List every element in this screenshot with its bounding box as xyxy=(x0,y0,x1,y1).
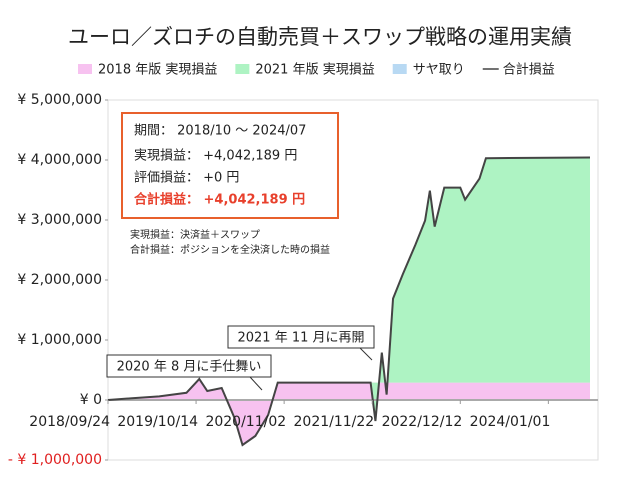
legend-swatch xyxy=(78,64,92,74)
plot-layer xyxy=(107,156,598,447)
y-tick-label: ¥ 4,000,000 xyxy=(17,152,102,168)
info-realized: 実現損益： +4,042,189 円 xyxy=(134,148,297,164)
legend-label: 2018 年版 実現損益 xyxy=(98,62,217,78)
annotation-box xyxy=(106,354,272,378)
legend-swatch xyxy=(235,64,250,74)
y-tick-label: - ¥ 1,000,000 xyxy=(8,452,102,468)
legend-label: 2021 年版 実現損益 xyxy=(255,62,374,78)
annotation-pointer xyxy=(249,376,263,391)
y-tick-label: ¥ 1,000,000 xyxy=(17,332,102,348)
x-tick-label: 2022/12/12 xyxy=(382,414,463,430)
annotation-pointer xyxy=(359,347,373,361)
x-tick-label: 2019/10/14 xyxy=(117,414,198,430)
info-period: 期間： 2018/10 〜 2024/07 xyxy=(134,124,306,139)
info-box xyxy=(121,112,339,219)
chart-title: ユーロ／ズロチの自動売買＋スワップ戦略の運用実績 xyxy=(68,25,572,49)
note: 合計損益：ポジションを全決済した時の損益 xyxy=(130,243,330,256)
legend-label: サヤ取り xyxy=(413,63,465,78)
info-total: 合計損益： +4,042,189 円 xyxy=(134,192,305,208)
x-tick-label: 2021/11/22 xyxy=(294,414,375,430)
annotation-box xyxy=(227,325,375,349)
area xyxy=(108,379,590,445)
note: 実現損益：決済益＋スワップ xyxy=(130,228,260,241)
legend-label: 合計損益 xyxy=(503,62,555,78)
y-tick-label: ¥ 5,000,000 xyxy=(17,92,102,108)
annotation: 2020 年 8 月に手仕舞い xyxy=(117,360,262,375)
y-tick-label: ¥ 0 xyxy=(80,392,102,408)
legend-swatch xyxy=(392,64,407,74)
total-line xyxy=(107,156,591,447)
x-tick-label: 2024/01/01 xyxy=(470,414,551,430)
annotation: 2021 年 11 月に再開 xyxy=(237,331,364,346)
x-tick-label: 2018/09/24 xyxy=(29,414,110,430)
area xyxy=(108,157,590,445)
y-tick-label: ¥ 2,000,000 xyxy=(17,272,102,288)
y-tick-label: ¥ 3,000,000 xyxy=(17,212,102,228)
info-unrealized: 評価損益： +0 円 xyxy=(134,171,239,186)
legend: 2018 年版 実現損益 2021 年版 実現損益 サヤ取り 合計損益 xyxy=(78,62,555,78)
x-tick-label: 2020/11/02 xyxy=(205,414,286,430)
